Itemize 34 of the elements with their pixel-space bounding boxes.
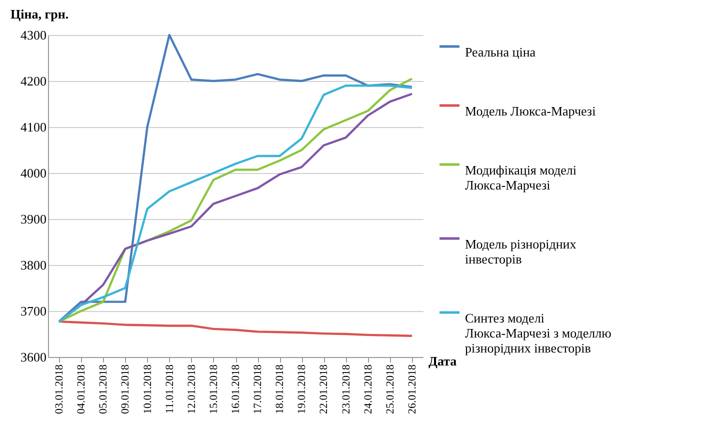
legend-label: Реальна ціна bbox=[465, 44, 536, 60]
y-tick-label: 3900 bbox=[20, 212, 46, 226]
y-tick-label: 4300 bbox=[20, 28, 46, 42]
x-tick-label: 05.01.2018 bbox=[98, 364, 110, 414]
x-axis-title: Дата bbox=[428, 354, 458, 368]
x-tick-label: 23.01.2018 bbox=[340, 364, 352, 414]
y-tick-label: 3700 bbox=[20, 304, 46, 318]
line-series bbox=[58, 320, 414, 337]
y-tick-label: 3600 bbox=[20, 350, 46, 364]
legend-label: Модель різнорідних інвесторів bbox=[465, 236, 577, 266]
y-tick-label: 4100 bbox=[20, 120, 46, 134]
y-tick-label: 3800 bbox=[20, 258, 46, 272]
x-tick-label: 22.01.2018 bbox=[318, 364, 330, 414]
x-tick-label: 04.01.2018 bbox=[76, 364, 88, 414]
x-tick-label: 11.01.2018 bbox=[164, 364, 176, 414]
x-tick-label: 24.01.2018 bbox=[362, 364, 374, 414]
legend-label: Модель Люкса-Марчезі bbox=[465, 104, 596, 118]
x-tick-label: 03.01.2018 bbox=[54, 364, 66, 414]
x-tick-label: 26.01.2018 bbox=[406, 364, 418, 414]
x-tick-label: 25.01.2018 bbox=[384, 364, 396, 414]
line-series bbox=[58, 34, 414, 323]
legend-label: Синтез моделі Люкса-Марчезі з моделлю різнорідних інвесторів bbox=[465, 310, 612, 356]
x-tick-label: 16.01.2018 bbox=[230, 364, 242, 414]
x-tick-label: 18.01.2018 bbox=[274, 364, 286, 414]
y-axis-title: Ціна, грн. bbox=[10, 6, 69, 22]
x-tick-label: 15.01.2018 bbox=[208, 364, 220, 414]
x-tick-label: 12.01.2018 bbox=[186, 364, 198, 414]
x-tick-label: 10.01.2018 bbox=[142, 364, 154, 414]
x-tick-label: 09.01.2018 bbox=[120, 364, 132, 414]
y-tick-label: 4200 bbox=[20, 74, 46, 88]
x-tick-label: 17.01.2018 bbox=[252, 364, 264, 414]
legend-label: Модифікація моделі Люкса-Марчезі bbox=[465, 162, 577, 192]
x-tick-label: 19.01.2018 bbox=[296, 364, 308, 414]
y-tick-label: 4000 bbox=[20, 166, 46, 180]
